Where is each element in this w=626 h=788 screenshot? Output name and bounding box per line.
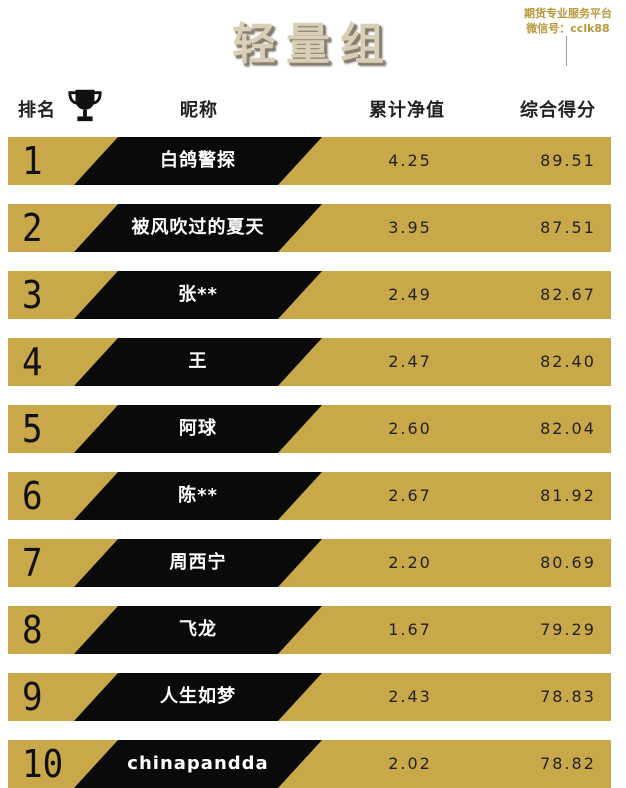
total-score: 87.51 <box>540 218 596 237</box>
trophy-icon <box>68 89 102 122</box>
rank-number: 4 <box>22 340 43 384</box>
watermark: 期货专业服务平台 微信号：cclk88 <box>524 6 612 36</box>
table-row: 5 阿球 2.60 82.04 <box>8 405 611 453</box>
rank-number: 10 <box>22 742 64 786</box>
nickname-band <box>74 740 322 788</box>
nickname: chinapandda <box>127 753 269 774</box>
table-row: 2 被风吹过的夏天 3.95 87.51 <box>8 204 611 252</box>
table-row: 7 周西宁 2.20 80.69 <box>8 539 611 587</box>
nickname-band <box>74 673 322 721</box>
page-title: 轻量组 <box>232 19 394 70</box>
nickname-band <box>74 137 322 185</box>
table-row: 1 白鸽警探 4.25 89.51 <box>8 137 611 185</box>
total-score: 81.92 <box>540 486 596 505</box>
divider <box>566 36 567 66</box>
net-value: 2.43 <box>388 687 432 706</box>
nickname: 白鸽警探 <box>160 150 236 171</box>
watermark-line1: 期货专业服务平台 <box>524 7 612 20</box>
table-header: 排名 昵称 累计净值 综合得分 <box>0 86 626 126</box>
net-value: 3.95 <box>388 218 432 237</box>
nickname-band <box>74 271 322 319</box>
nickname-band <box>74 539 322 587</box>
nickname: 飞龙 <box>179 619 217 640</box>
nickname-band <box>74 405 322 453</box>
rank-number: 1 <box>22 139 43 183</box>
total-score: 82.40 <box>540 352 596 371</box>
total-score: 82.04 <box>540 419 596 438</box>
table-row: 10 chinapandda 2.02 78.82 <box>8 740 611 788</box>
nickname: 陈** <box>178 485 218 506</box>
rank-number: 3 <box>22 273 43 317</box>
net-value: 2.49 <box>388 285 432 304</box>
header-score: 综合得分 <box>520 100 596 121</box>
watermark-line2: 微信号：cclk88 <box>526 22 610 35</box>
header-nav: 累计净值 <box>369 100 445 121</box>
nickname: 阿球 <box>179 418 217 439</box>
nickname-band <box>74 338 322 386</box>
net-value: 4.25 <box>388 151 432 170</box>
nickname: 王 <box>188 351 208 372</box>
total-score: 80.69 <box>540 553 596 572</box>
rank-number: 5 <box>22 407 43 451</box>
rank-number: 8 <box>22 608 43 652</box>
header-rank: 排名 <box>18 100 56 121</box>
total-score: 82.67 <box>540 285 596 304</box>
nickname: 张** <box>178 284 218 305</box>
net-value: 2.02 <box>388 754 432 773</box>
net-value: 1.67 <box>388 620 432 639</box>
net-value: 2.20 <box>388 553 432 572</box>
table-row: 9 人生如梦 2.43 78.83 <box>8 673 611 721</box>
header-nickname: 昵称 <box>180 100 218 121</box>
table-row: 6 陈** 2.67 81.92 <box>8 472 611 520</box>
net-value: 2.47 <box>388 352 432 371</box>
total-score: 89.51 <box>540 151 596 170</box>
total-score: 79.29 <box>540 620 596 639</box>
nickname-band <box>74 606 322 654</box>
table-row: 4 王 2.47 82.40 <box>8 338 611 386</box>
net-value: 2.60 <box>388 419 432 438</box>
rank-number: 6 <box>22 474 43 518</box>
rank-number: 9 <box>22 675 43 719</box>
nickname: 人生如梦 <box>160 686 236 707</box>
table-row: 3 张** 2.49 82.67 <box>8 271 611 319</box>
rank-number: 7 <box>22 541 43 585</box>
nickname-band <box>74 204 322 252</box>
nickname-band <box>74 472 322 520</box>
nickname: 周西宁 <box>169 552 227 573</box>
total-score: 78.83 <box>540 687 596 706</box>
nickname: 被风吹过的夏天 <box>131 217 265 238</box>
table-row: 8 飞龙 1.67 79.29 <box>8 606 611 654</box>
rank-number: 2 <box>22 206 43 250</box>
total-score: 78.82 <box>540 754 596 773</box>
net-value: 2.67 <box>388 486 432 505</box>
